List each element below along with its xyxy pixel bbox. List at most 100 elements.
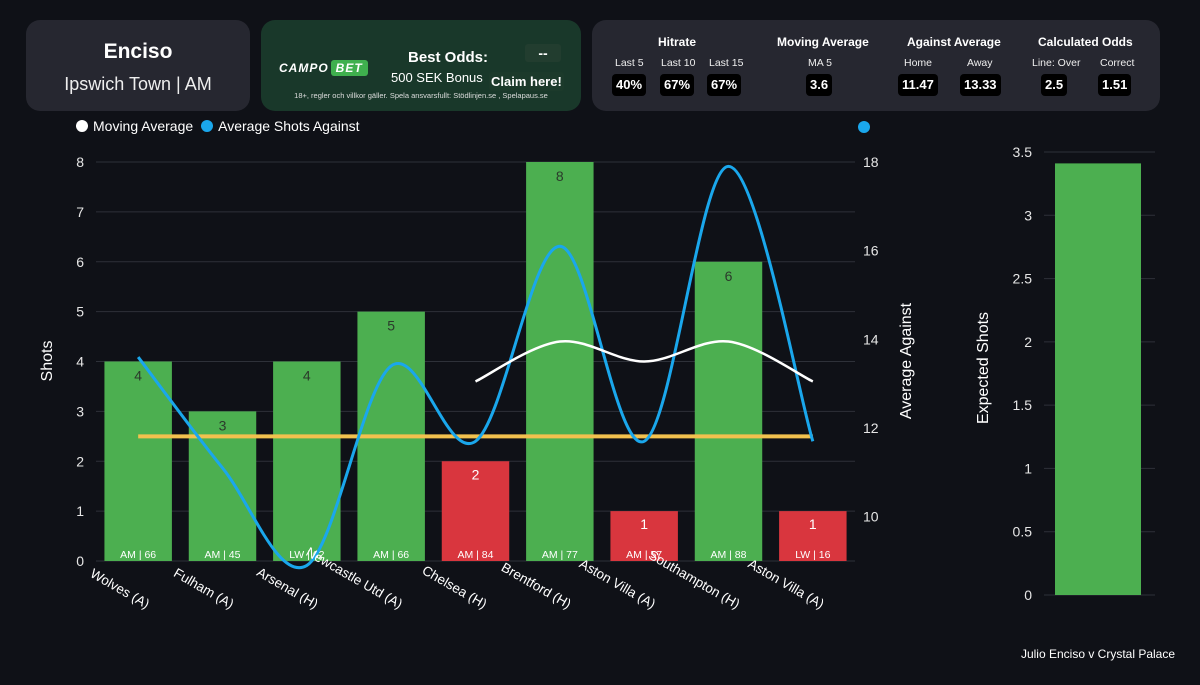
shot-bar: [694, 261, 763, 561]
best-odds-value: --: [525, 44, 561, 62]
shot-bar: [441, 461, 510, 561]
ma5-value: 3.6: [806, 74, 833, 96]
bar-tag-label: AM | 77: [542, 549, 578, 561]
shot-bar: [188, 411, 257, 561]
side-y-axis-title: Expected Shots: [975, 312, 992, 424]
chart-legend: Moving Average Average Shots Against: [76, 118, 368, 134]
hitrate-last15-value: 67%: [707, 74, 742, 96]
calculated-odds-title: Calculated Odds: [1038, 35, 1133, 49]
legend-item-average-against[interactable]: Average Shots Against: [201, 118, 360, 134]
bonus-text: 500 SEK Bonus: [391, 70, 483, 85]
disclaimer-text: 18+, regler och villkor gäller. Spela an…: [294, 91, 548, 100]
shot-bar: [779, 511, 847, 561]
y2-tick-label: 18: [863, 154, 879, 170]
side-x-label: Julio Enciso v Crystal Palace: [1021, 647, 1175, 661]
y-axis-title: Shots: [39, 341, 56, 382]
y2-tick-label: 12: [863, 420, 879, 436]
shot-bar: [526, 162, 594, 561]
hitrate-title: Hitrate: [658, 35, 697, 49]
y-tick-label: 1.5: [1013, 397, 1033, 413]
y-tick-label: 1: [76, 503, 84, 519]
y-tick-label: 0.5: [1013, 524, 1033, 540]
correct-label: Correct: [1100, 57, 1135, 69]
y2-tick-label: 10: [863, 509, 879, 525]
legend-marker: [201, 120, 214, 132]
y-tick-label: 3.5: [1013, 144, 1033, 160]
average-against-line: [136, 164, 815, 570]
hitrate-label: Last 10: [661, 57, 696, 69]
y2-tick-label: 14: [863, 331, 879, 347]
shot-bar: [610, 511, 678, 561]
bar-tag-label: AM | 45: [205, 549, 241, 561]
x-tick-label: Aston Villa (A): [745, 556, 826, 612]
legend-marker: [76, 120, 88, 132]
legend-extra-marker: [858, 121, 870, 133]
bar-value-label: 1: [640, 516, 648, 532]
y-tick-label: 3: [1024, 207, 1032, 223]
best-odds-label: Best Odds:: [408, 49, 489, 66]
claim-button[interactable]: Claim here!: [489, 72, 564, 91]
logo-text-accent: BET: [330, 60, 368, 76]
y-tick-label: 3: [76, 403, 84, 419]
legend-item-moving-average[interactable]: Moving Average: [76, 118, 193, 134]
y-tick-label: 0: [1024, 587, 1032, 603]
x-tick-label: Fulham (A): [171, 565, 236, 611]
bar-tag-label: AM | 84: [458, 549, 494, 561]
x-tick-label: Brentford (H): [499, 560, 574, 612]
player-card: Enciso Ipswich Town | AM: [26, 20, 250, 111]
shot-bar: [104, 361, 172, 561]
hitrate-label: Last 5: [615, 57, 644, 69]
moving-average-title: Moving Average: [777, 35, 869, 49]
y2-axis-title: Average Against: [898, 302, 915, 419]
bar-value-label: 1: [809, 516, 817, 532]
line-over-label: Line: Over: [1032, 57, 1081, 69]
bar-value-label: 6: [725, 268, 733, 284]
moving-average-line: [474, 340, 814, 383]
line-over-value: 2.5: [1041, 74, 1068, 96]
x-tick-label: Wolves (A): [88, 566, 152, 612]
y-tick-label: 1: [1024, 460, 1032, 476]
x-tick-label: Aston Villa (A): [577, 556, 658, 612]
campobet-logo[interactable]: CAMPO BET: [279, 60, 368, 76]
against-home-value: 11.47: [898, 74, 938, 96]
bar-tag-label: AM | 66: [373, 549, 409, 561]
bar-tag-label: AM | 66: [120, 549, 156, 561]
x-tick-label: Arsenal (H): [254, 564, 321, 611]
hitrate-last5-value: 40%: [612, 74, 647, 96]
bar-value-label: 8: [556, 168, 564, 184]
y-tick-label: 5: [76, 304, 84, 320]
bookmaker-offer-card[interactable]: CAMPO BET Best Odds: -- 500 SEK Bonus Cla…: [261, 20, 581, 111]
y-tick-label: 2.5: [1013, 271, 1033, 287]
bar-value-label: 4: [134, 368, 142, 384]
bar-value-label: 3: [219, 417, 227, 433]
y-tick-label: 2: [76, 453, 84, 469]
shot-bar: [273, 361, 341, 561]
hitrate-last10-value: 67%: [660, 74, 695, 96]
bar-value-label: 4: [303, 368, 311, 384]
hitrate-label: Last 15: [709, 57, 744, 69]
against-away-value: 13.33: [960, 74, 1001, 96]
y-tick-label: 2: [1024, 334, 1032, 350]
against-average-title: Against Average: [907, 35, 1001, 49]
bar-tag-label: AM | 88: [711, 549, 747, 561]
legend-label: Average Shots Against: [218, 118, 360, 134]
logo-text-main: CAMPO: [279, 61, 329, 75]
y-tick-label: 0: [76, 553, 84, 569]
ma5-label: MA 5: [808, 57, 832, 69]
stats-card: Hitrate Last 5 Last 10 Last 15 40% 67% 6…: [592, 20, 1160, 111]
against-away-label: Away: [967, 57, 993, 69]
y-tick-label: 8: [76, 154, 84, 170]
bar-tag-label: AM | 57: [626, 549, 662, 561]
legend-label: Moving Average: [93, 118, 194, 134]
x-tick-label: Chelsea (H): [420, 563, 490, 612]
expected-shots-chart: 0 0.5 1 1.5 2 2.5 3 3.5 Expected Shots Julio En…: [975, 144, 1175, 661]
bar-tag-label: LW | 16: [795, 549, 830, 561]
expected-shots-bar: [1055, 163, 1141, 596]
bar-value-label: 5: [387, 318, 395, 334]
y-tick-label: 4: [76, 354, 84, 370]
player-team-position: Ipswich Town | AM: [64, 74, 212, 94]
player-name: Enciso: [103, 40, 173, 63]
bar-value-label: 2: [472, 466, 480, 482]
against-home-label: Home: [904, 57, 933, 69]
